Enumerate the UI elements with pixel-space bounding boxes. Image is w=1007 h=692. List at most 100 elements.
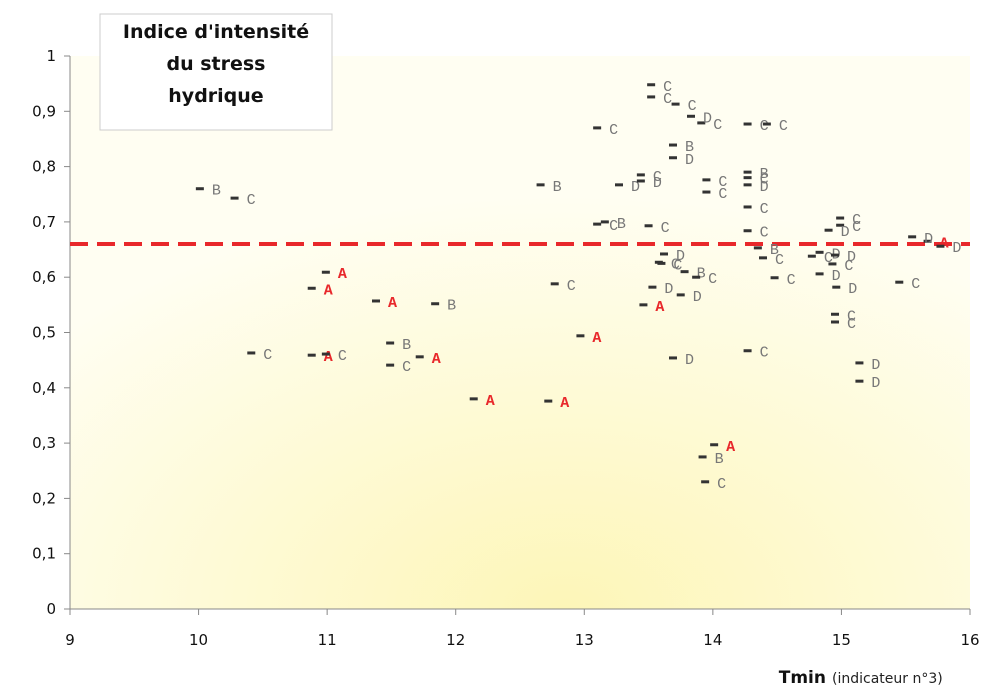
point-marker (743, 122, 752, 126)
point-label: C (844, 258, 853, 275)
point-label: C (708, 271, 717, 288)
point-label: D (653, 175, 662, 192)
point-marker (307, 286, 316, 290)
point-marker (836, 223, 845, 227)
x-tick-label: 9 (65, 631, 75, 649)
point-marker (702, 178, 711, 182)
point-marker (469, 397, 478, 401)
y-tick-label: 1 (46, 47, 56, 65)
point-marker (753, 246, 762, 250)
x-tick-label: 11 (318, 631, 337, 649)
point-marker (536, 183, 545, 187)
point-marker (770, 276, 779, 280)
point-marker (836, 216, 845, 220)
point-label: A (940, 235, 949, 252)
point-label: C (661, 220, 670, 237)
y-tick-label: 0,3 (32, 434, 56, 452)
point-marker (743, 183, 752, 187)
point-marker (415, 355, 424, 359)
point-marker (680, 270, 689, 274)
point-marker (615, 183, 623, 187)
point-marker (669, 356, 677, 360)
point-marker (743, 349, 752, 353)
y-tick-label: 0,9 (32, 102, 56, 120)
point-marker (701, 480, 710, 484)
point-marker (831, 253, 839, 257)
point-label: D (685, 152, 694, 169)
point-marker (759, 256, 767, 260)
point-label: C (787, 272, 796, 289)
point-marker (669, 143, 677, 147)
point-marker (321, 270, 330, 274)
point-label: C (760, 345, 769, 362)
point-label: D (952, 240, 961, 257)
point-label: B (760, 166, 769, 183)
point-label: D (631, 179, 640, 196)
point-marker (710, 443, 719, 447)
point-marker (828, 262, 837, 266)
point-marker (698, 455, 707, 459)
point-marker (743, 170, 752, 174)
point-marker (702, 190, 711, 194)
point-label: C (653, 169, 662, 186)
point-label: C (852, 219, 861, 236)
point-marker (648, 285, 657, 289)
point-marker (644, 224, 653, 228)
y-tick-label: 0,2 (32, 489, 56, 507)
point-marker (671, 102, 680, 106)
x-axis-note: (indicateur n°3) (832, 671, 943, 687)
title-line: hydrique (168, 85, 263, 107)
point-marker (593, 222, 602, 226)
point-marker (832, 285, 841, 289)
x-axis-label: Tmin (779, 668, 826, 688)
point-marker (431, 302, 440, 306)
point-label: C (847, 316, 856, 333)
point-marker (593, 126, 602, 130)
point-marker (636, 173, 645, 177)
x-tick-label: 16 (960, 631, 979, 649)
point-marker (386, 363, 395, 367)
title-line: Indice d'intensité (123, 21, 309, 43)
x-tick-label: 10 (189, 631, 208, 649)
point-label: B (553, 179, 562, 196)
point-label: D (664, 281, 673, 298)
point-label: C (775, 252, 784, 269)
point-marker (815, 250, 824, 254)
point-marker (386, 341, 395, 345)
point-label: D (676, 248, 685, 265)
point-label: C (717, 476, 726, 493)
point-label: D (693, 289, 702, 306)
y-tick-label: 0,5 (32, 324, 56, 342)
point-marker (908, 235, 917, 239)
point-marker (895, 280, 904, 284)
point-marker (657, 261, 666, 265)
x-tick-label: 12 (446, 631, 465, 649)
y-tick-label: 0 (46, 600, 56, 618)
point-label: B (402, 337, 411, 354)
point-label: A (655, 299, 664, 316)
point-label: D (871, 357, 880, 374)
point-marker (660, 252, 668, 256)
x-tick-label: 13 (575, 631, 594, 649)
point-label: C (663, 91, 672, 108)
y-tick-label: 0,6 (32, 268, 56, 286)
point-label: C (609, 122, 618, 139)
point-label: C (402, 359, 411, 376)
point-label: D (847, 249, 856, 266)
point-label: C (760, 172, 769, 189)
point-label: C (247, 192, 256, 209)
point-label: B (685, 139, 694, 156)
y-tick-label: 0,4 (32, 379, 56, 397)
point-label: D (760, 179, 769, 196)
point-marker (936, 244, 945, 248)
point-label: C (824, 250, 833, 267)
x-tick-label: 15 (832, 631, 851, 649)
point-label: A (726, 439, 735, 456)
point-label: C (760, 118, 769, 135)
point-label: C (852, 212, 861, 229)
point-marker (647, 95, 656, 99)
point-label: A (338, 266, 347, 283)
point-label: A (432, 351, 441, 368)
